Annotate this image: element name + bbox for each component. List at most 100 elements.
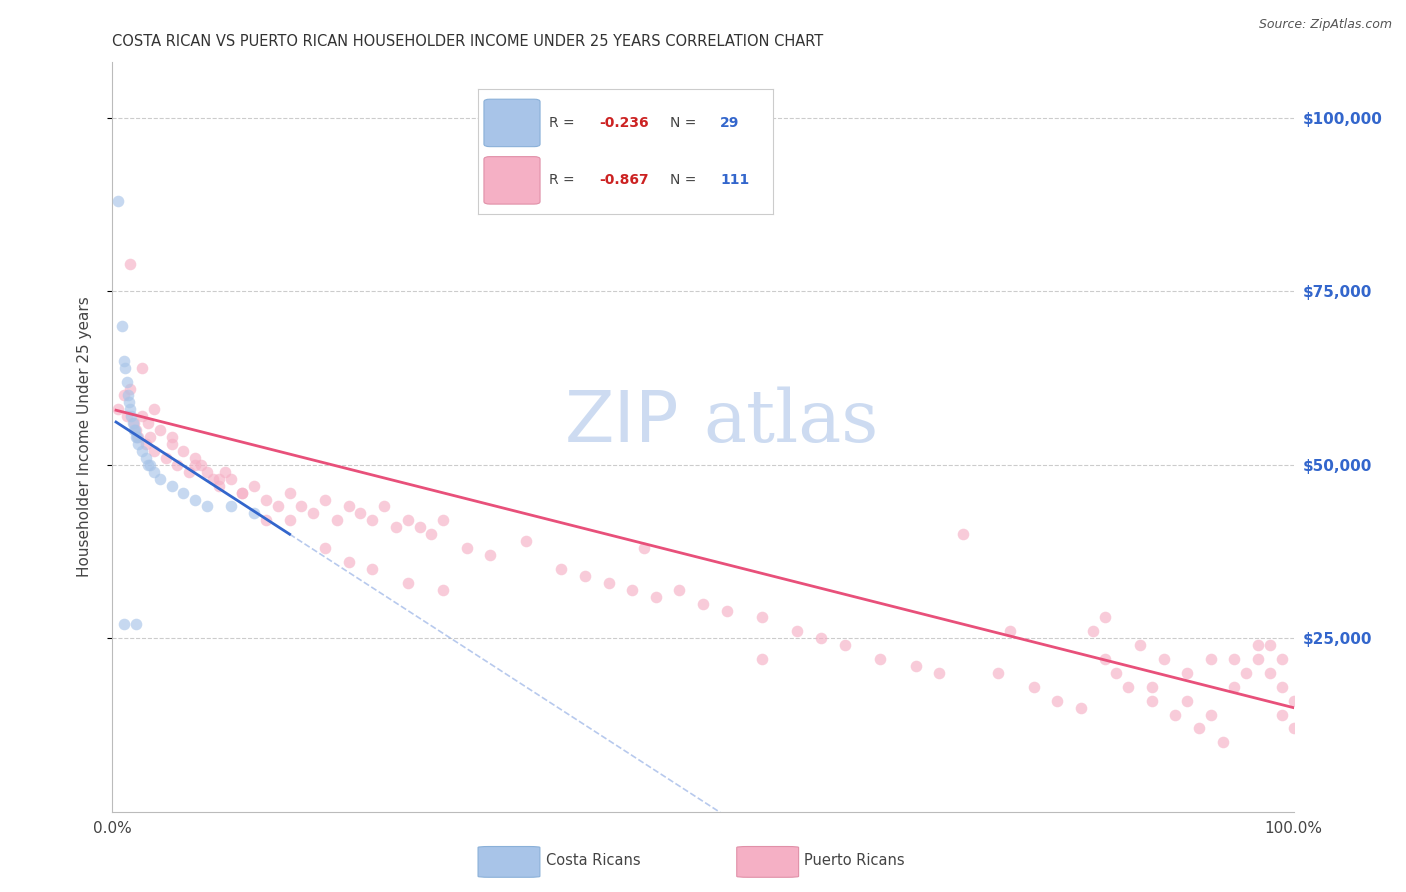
- Point: [195, 465, 218, 479]
- Text: R =: R =: [548, 173, 579, 187]
- Point: [1271, 707, 1294, 722]
- Point: [120, 402, 142, 417]
- Point: [136, 458, 159, 472]
- Point: [1223, 680, 1246, 694]
- Text: R =: R =: [548, 116, 579, 130]
- Point: [987, 665, 1010, 680]
- Text: Costa Ricans: Costa Ricans: [546, 854, 640, 868]
- Point: [120, 409, 142, 424]
- Point: [1140, 694, 1163, 708]
- Point: [172, 485, 194, 500]
- Point: [184, 458, 207, 472]
- Point: [621, 582, 644, 597]
- Point: [1046, 694, 1069, 708]
- FancyBboxPatch shape: [484, 99, 540, 146]
- Point: [131, 409, 153, 424]
- Point: [928, 665, 950, 680]
- Text: Puerto Ricans: Puerto Ricans: [804, 854, 905, 868]
- Point: [1094, 610, 1116, 624]
- Point: [278, 485, 301, 500]
- Point: [349, 507, 371, 521]
- Point: [361, 562, 384, 576]
- Point: [1258, 665, 1281, 680]
- Point: [1199, 707, 1222, 722]
- Point: [1116, 680, 1139, 694]
- FancyBboxPatch shape: [478, 847, 540, 878]
- Point: [751, 652, 773, 666]
- Point: [231, 485, 253, 500]
- Point: [184, 492, 207, 507]
- Point: [117, 388, 139, 402]
- Text: -0.236: -0.236: [599, 116, 648, 130]
- Point: [1282, 722, 1305, 736]
- Point: [633, 541, 655, 555]
- Text: N =: N =: [671, 116, 700, 130]
- Point: [179, 465, 201, 479]
- Point: [166, 458, 188, 472]
- Point: [1175, 694, 1198, 708]
- Point: [243, 478, 266, 492]
- Text: ZIP: ZIP: [565, 388, 679, 457]
- Point: [142, 444, 165, 458]
- Point: [337, 555, 360, 569]
- Point: [160, 478, 183, 492]
- Point: [326, 513, 349, 527]
- FancyBboxPatch shape: [484, 157, 540, 204]
- Point: [1188, 722, 1211, 736]
- Point: [385, 520, 408, 534]
- Point: [1070, 700, 1092, 714]
- Point: [125, 430, 148, 444]
- Text: COSTA RICAN VS PUERTO RICAN HOUSEHOLDER INCOME UNDER 25 YEARS CORRELATION CHART: COSTA RICAN VS PUERTO RICAN HOUSEHOLDER …: [112, 34, 824, 49]
- Point: [869, 652, 891, 666]
- Y-axis label: Householder Income Under 25 years: Householder Income Under 25 years: [77, 297, 91, 577]
- Point: [122, 416, 145, 430]
- Point: [136, 416, 159, 430]
- Text: Source: ZipAtlas.com: Source: ZipAtlas.com: [1258, 18, 1392, 31]
- Point: [598, 575, 620, 590]
- Point: [155, 450, 177, 465]
- Text: -0.867: -0.867: [599, 173, 648, 187]
- Point: [120, 257, 142, 271]
- Point: [1247, 638, 1270, 652]
- Point: [456, 541, 478, 555]
- Point: [142, 465, 165, 479]
- Point: [396, 575, 419, 590]
- Point: [1212, 735, 1234, 749]
- Point: [1271, 680, 1294, 694]
- Point: [243, 507, 266, 521]
- Point: [127, 437, 149, 451]
- Point: [122, 423, 145, 437]
- Point: [208, 472, 231, 486]
- Point: [1022, 680, 1045, 694]
- Point: [115, 409, 138, 424]
- Point: [127, 430, 149, 444]
- Point: [115, 375, 138, 389]
- Point: [219, 500, 242, 514]
- Text: 29: 29: [720, 116, 740, 130]
- Point: [550, 562, 572, 576]
- Point: [1247, 652, 1270, 666]
- Point: [107, 194, 129, 209]
- Point: [214, 465, 236, 479]
- Point: [1223, 652, 1246, 666]
- Point: [114, 360, 136, 375]
- Point: [208, 478, 231, 492]
- Point: [195, 500, 218, 514]
- Point: [1081, 624, 1104, 639]
- Point: [515, 534, 537, 549]
- Point: [314, 541, 336, 555]
- Point: [267, 500, 290, 514]
- Point: [644, 590, 666, 604]
- Point: [219, 472, 242, 486]
- Point: [139, 458, 162, 472]
- Point: [1258, 638, 1281, 652]
- Point: [373, 500, 395, 514]
- Point: [111, 319, 134, 334]
- Point: [190, 458, 212, 472]
- Point: [834, 638, 856, 652]
- Point: [201, 472, 224, 486]
- Point: [786, 624, 808, 639]
- Point: [125, 617, 148, 632]
- Point: [1153, 652, 1175, 666]
- Point: [668, 582, 690, 597]
